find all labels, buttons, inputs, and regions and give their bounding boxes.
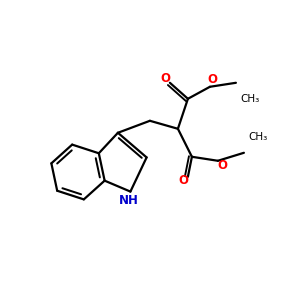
Text: NH: NH (118, 194, 138, 207)
Text: CH₃: CH₃ (240, 94, 260, 104)
Text: O: O (178, 174, 188, 187)
Text: O: O (160, 72, 170, 85)
Text: CH₃: CH₃ (248, 132, 268, 142)
Text: O: O (207, 73, 217, 86)
Text: O: O (217, 159, 227, 172)
